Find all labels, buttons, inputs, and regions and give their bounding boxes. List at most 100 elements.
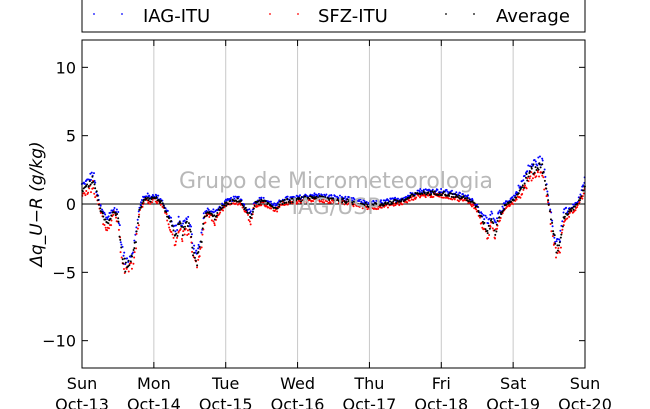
data-point: [201, 233, 204, 236]
data-point: [457, 200, 460, 203]
data-point: [555, 256, 558, 259]
data-point: [549, 208, 552, 211]
data-point: [176, 236, 179, 239]
data-point: [432, 191, 435, 194]
data-point: [191, 250, 194, 253]
data-point: [132, 251, 135, 254]
data-point: [285, 203, 288, 206]
data-point: [515, 196, 518, 199]
data-point: [353, 198, 356, 201]
data-point: [559, 236, 562, 239]
data-point: [450, 192, 453, 195]
data-point: [452, 196, 455, 199]
data-point: [205, 212, 208, 215]
data-point: [563, 208, 566, 211]
data-point: [225, 201, 228, 204]
legend-label-iag-itu: IAG-ITU: [143, 6, 210, 27]
data-point: [338, 200, 341, 203]
data-point: [276, 207, 279, 210]
data-point: [561, 220, 564, 223]
data-point: [486, 232, 489, 235]
data-point: [121, 258, 124, 261]
data-point: [270, 207, 273, 210]
data-point: [278, 205, 281, 208]
data-point: [198, 245, 201, 248]
data-point: [539, 171, 542, 174]
data-point: [464, 194, 467, 197]
y-axis-label-text: Δq_U−R (g/kg): [27, 141, 47, 268]
data-point: [368, 200, 371, 203]
data-point: [494, 237, 497, 240]
data-point: [97, 199, 100, 202]
data-point: [370, 201, 373, 204]
data-point: [394, 199, 397, 202]
data-point: [92, 187, 95, 190]
data-point: [574, 209, 577, 212]
data-point: [341, 201, 344, 204]
data-point: [472, 204, 475, 207]
data-point: [515, 198, 518, 201]
data-point: [276, 210, 279, 213]
data-point: [343, 203, 346, 206]
data-point: [186, 224, 189, 227]
data-point: [518, 189, 521, 192]
data-point: [357, 198, 360, 201]
data-point: [206, 207, 209, 210]
data-point: [312, 200, 315, 203]
data-point: [372, 203, 375, 206]
data-point: [183, 219, 186, 222]
data-point: [322, 198, 325, 201]
data-point: [424, 196, 427, 199]
data-point: [257, 200, 260, 203]
data-point: [157, 198, 160, 201]
data-point: [193, 256, 196, 259]
data-point: [337, 197, 340, 200]
data-point: [525, 173, 528, 176]
data-point: [552, 232, 555, 235]
data-point: [440, 194, 443, 197]
data-point: [160, 199, 163, 202]
data-point: [350, 196, 353, 199]
data-point: [359, 198, 362, 201]
data-point: [271, 205, 274, 208]
data-point: [480, 215, 483, 218]
data-point: [85, 184, 88, 187]
data-point: [332, 201, 335, 204]
x-tick-label-date: Oct-16: [271, 395, 325, 409]
data-point: [175, 224, 178, 227]
data-point: [550, 230, 553, 233]
data-point: [120, 243, 123, 246]
data-point: [543, 179, 546, 182]
data-point: [442, 196, 445, 199]
data-point: [567, 210, 570, 213]
data-point: [573, 203, 576, 206]
data-point: [582, 189, 585, 192]
data-point: [520, 180, 523, 183]
data-point: [210, 219, 213, 222]
data-point: [489, 213, 492, 216]
data-point: [553, 234, 556, 237]
data-point: [432, 195, 435, 198]
data-point: [137, 215, 140, 218]
data-point: [576, 202, 579, 205]
data-point: [325, 197, 328, 200]
data-point: [541, 159, 544, 162]
data-point: [487, 224, 490, 227]
data-point: [396, 197, 399, 200]
data-point: [543, 168, 546, 171]
data-point: [99, 204, 102, 207]
data-point: [530, 179, 533, 182]
data-point: [187, 222, 190, 225]
data-point: [506, 205, 509, 208]
data-point: [248, 220, 251, 223]
data-point: [123, 251, 126, 254]
data-point: [468, 198, 471, 201]
data-point: [186, 233, 189, 236]
data-point: [196, 264, 199, 267]
data-point: [201, 227, 204, 230]
data-point: [427, 191, 430, 194]
data-point: [118, 235, 121, 238]
data-point: [110, 214, 113, 217]
data-point: [375, 202, 378, 205]
data-point: [213, 222, 216, 225]
